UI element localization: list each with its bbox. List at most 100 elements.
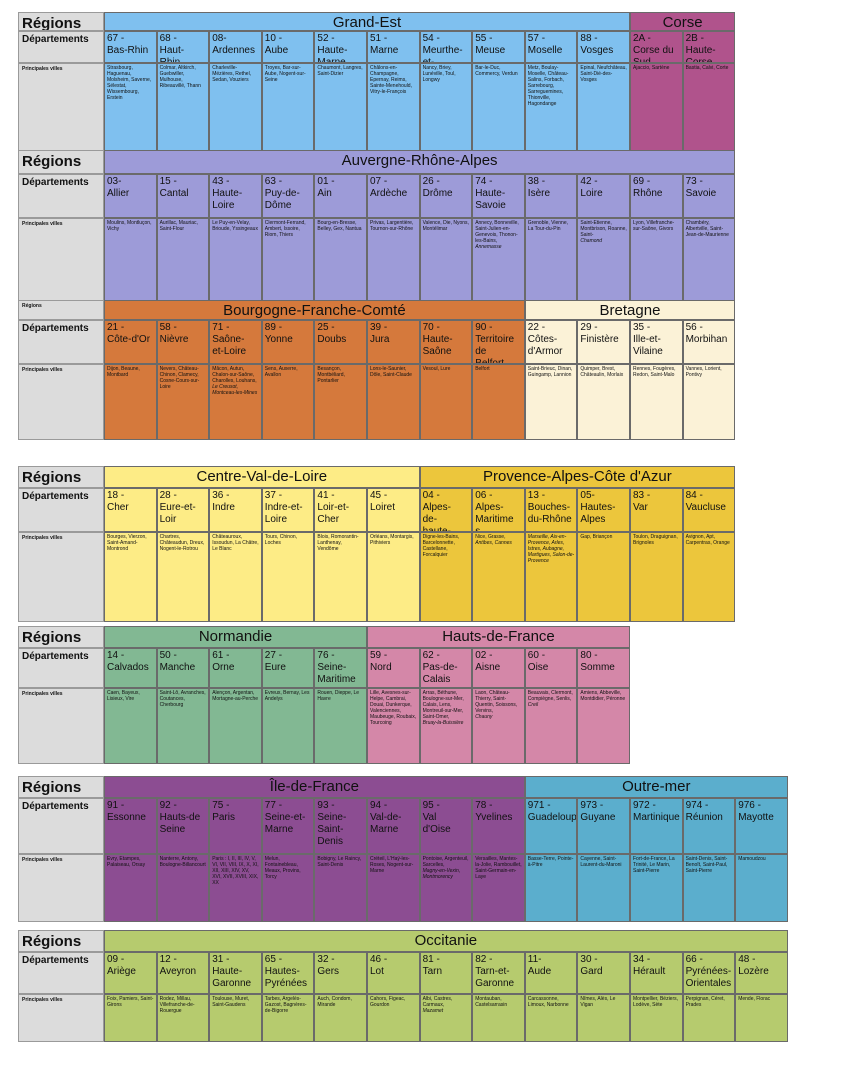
cities-cell: Caen, Bayeux, Lisieux, Vire xyxy=(104,688,157,764)
cities-cell: Cahors, Figeac, Gourdon xyxy=(367,994,420,1042)
cities-cell: Blois, Romorantin-Lanthenay, Vendôme xyxy=(314,532,367,622)
cities-cell: Tarbes, Argelès-Gazost, Bagnères-de-Bigo… xyxy=(261,994,315,1042)
city-list: Blois, Romorantin-Lanthenay, Vendôme xyxy=(317,534,359,552)
city-list: Toulouse, Muret, Saint-Gaudens xyxy=(212,996,250,1008)
city-list: Le Puy-en-Velay, Brioude, Yssingeaux xyxy=(212,220,258,232)
cities-cell: Rodez, Millau, Villefranche-de-Rouergue xyxy=(156,994,210,1042)
department-cell: 38 - Isère xyxy=(524,174,578,218)
cities-cell: Perpignan, Céret, Prades xyxy=(682,994,736,1042)
cities-cell: Digne-les-Bains, Barcelonnette, Castella… xyxy=(419,532,473,622)
city-list: Versailles, Mantes-la-Jolie, Rambouillet… xyxy=(475,856,522,880)
city-list: Fort-de-France, La Trinité, Le Marin, Sa… xyxy=(633,856,675,874)
cities-cell: Charleville-Mézières, Rethel, Sedan, Vou… xyxy=(209,63,262,163)
department-cell: 03- Allier xyxy=(104,174,157,218)
department-cell: 56 - Morbihan xyxy=(682,320,736,364)
row-label-villes: Principales villes xyxy=(18,532,104,622)
department-cell: 75 - Paris xyxy=(209,798,262,854)
department-cell: 18 - Cher xyxy=(104,488,157,532)
cities-cell: Lons-le-Saunier, Dôle, Saint-Claude xyxy=(367,364,420,440)
department-cell: 42 - Loire xyxy=(577,174,630,218)
department-cell: 65 - Hautes- Pyrénées xyxy=(261,952,315,994)
department-cell: 974 - Réunion xyxy=(682,798,736,854)
department-cell: 76 - Seine- Maritime xyxy=(314,648,367,688)
department-cell: 29 - Finistère xyxy=(577,320,630,364)
city-list: Mende, Florac xyxy=(738,996,771,1002)
cities-cell: Arras, Béthune, Boulogne-sur-Mer, Calais… xyxy=(419,688,473,764)
cities-cell: Nice, Grasse, Antibes, Cannes xyxy=(472,532,525,622)
city-list: Troyes, Bar-sur-Aube, Nogent-sur-Seine xyxy=(264,65,306,83)
department-cell: 32 - Gers xyxy=(314,952,367,994)
city-list: Toulon, Draguignan, Brignoles xyxy=(633,534,678,546)
department-cell: 07 - Ardèche xyxy=(367,174,420,218)
city-list: Bourg-en-Bresse, Belley, Gex, Nantua xyxy=(317,220,362,232)
cities-cell: Basse-Terre, Pointe-à-Pitre xyxy=(524,854,578,922)
cities-cell: Dijon, Beaune, Montbard xyxy=(104,364,157,440)
cities-cell: Mende, Florac xyxy=(735,994,788,1042)
department-cell: 12 - Aveyron xyxy=(156,952,210,994)
city-list: Bar-le-Duc, Commercy, Verdun xyxy=(475,65,518,77)
cities-cell: Strasbourg, Haguenau, Molsheim, Saverne,… xyxy=(104,63,157,163)
department-cell: 22 - Côtes- d'Armor xyxy=(524,320,578,364)
city-list: Bastia, Calvi, Corte xyxy=(685,65,729,71)
cities-cell: Sens, Auxerre, Avallon xyxy=(261,364,315,440)
city-list: Lille, Avesnes-sur-Helpe, Cambrai, Douai… xyxy=(370,690,417,726)
city-list: Mamoudzou xyxy=(738,856,766,862)
cities-cell: Belfort xyxy=(472,364,525,440)
department-cell: 57 - Moselle xyxy=(524,31,578,63)
department-cell: 52 - Haute- Marne xyxy=(314,31,367,63)
cities-cell: Saint-Denis, Saint-Benoît, Saint-Paul, S… xyxy=(682,854,736,922)
department-cell: 39 - Jura xyxy=(367,320,420,364)
region-header-grand_est: Grand-Est xyxy=(104,12,630,31)
city-list: Foix, Pamiers, Saint-Girons xyxy=(107,996,154,1008)
department-cell: 06 - Alpes- Maritime s xyxy=(472,488,525,532)
department-cell: 36 - Indre xyxy=(209,488,262,532)
cities-cell: Bobigny, Le Raincy, Saint-Denis xyxy=(314,854,367,922)
region-header-normandie: Normandie xyxy=(104,626,367,648)
city-list: Montauban, Castelsarrasin xyxy=(475,996,508,1008)
city-list-italic: Bruay-la-Buissière xyxy=(422,720,464,726)
city-list: Saint-Lô, Avranches, Coutances, Cherbour… xyxy=(159,690,206,708)
city-list: Metz, Boulay-Moselle, Château-Salins, Fo… xyxy=(527,65,569,107)
city-list: Quimper, Brest, Châteaulin, Morlaix xyxy=(580,366,624,378)
cities-cell: Cayenne, Saint-Laurent-du-Maroni xyxy=(577,854,630,922)
department-cell: 92 - Hauts-de Seine xyxy=(156,798,210,854)
row-label-departements: Départements xyxy=(18,31,104,63)
department-cell: 62 - Pas-de- Calais xyxy=(419,648,473,688)
region-header-aura: Auvergne-Rhône-Alpes xyxy=(104,150,736,174)
cities-cell: Albi, Castres, Carmaux, Mazamet xyxy=(419,994,473,1042)
department-cell: 10 - Aube xyxy=(261,31,315,63)
city-list: Evreux, Bernay, Les Andelys xyxy=(264,690,310,702)
cities-cell: Créteil, L'Haÿ-les-Roses, Nogent-sur-Mar… xyxy=(367,854,420,922)
cities-cell: Alençon, Argentan, Mortagne-au-Perche xyxy=(209,688,262,764)
region-header-hdf: Hauts-de-France xyxy=(367,626,630,648)
row-label-regions: Régions xyxy=(18,930,104,952)
city-list: Gap, Briançon xyxy=(580,534,613,540)
cities-cell: Melun, Fontainebleau, Meaux, Provins, To… xyxy=(261,854,315,922)
city-list: Melun, Fontainebleau, Meaux, Provins, To… xyxy=(264,856,301,880)
city-list: Chartres, Châteaudun, Dreux, Nogent-le-R… xyxy=(159,534,205,552)
city-list: Nice, Grasse, xyxy=(475,534,506,540)
city-list: Belfort xyxy=(475,366,490,372)
city-list: Châlons-en-Champagne, Epernay, Reims, Sa… xyxy=(370,65,412,95)
cities-cell: Nevers, Château-Chinon, Clamecy, Cosne-C… xyxy=(156,364,210,440)
department-cell: 73 - Savoie xyxy=(682,174,736,218)
department-cell: 80 - Somme xyxy=(577,648,630,688)
row-label-villes: Principales villes xyxy=(18,688,104,764)
cities-cell: Chaumont, Langres, Saint-Dizier xyxy=(314,63,367,163)
city-list: Lons-le-Saunier, Dôle, Saint-Claude xyxy=(370,366,412,378)
department-cell: 48 - Lozère xyxy=(735,952,788,994)
city-list: Rodez, Millau, Villefranche-de-Rouergue xyxy=(159,996,195,1014)
city-list-italic: Marseille, Aix-en-Provence, Arles, Istre… xyxy=(527,534,575,564)
city-list-italic: Annemasse xyxy=(475,244,502,250)
cities-cell: Toulon, Draguignan, Brignoles xyxy=(630,532,683,622)
city-list-italic: Chamond xyxy=(580,238,603,244)
department-cell: 05- Hautes- Alpes xyxy=(577,488,630,532)
city-list: Ajaccio, Sartène xyxy=(633,65,670,71)
cities-cell: Mamoudzou xyxy=(735,854,788,922)
region-header-outremer: Outre-mer xyxy=(524,776,788,798)
city-list: Chaumont, Langres, Saint-Dizier xyxy=(317,65,363,77)
city-list: Auch, Condom, Mirande xyxy=(317,996,352,1008)
region-header-bretagne: Bretagne xyxy=(524,300,736,320)
department-cell: 54 - Meurthe- et- Moselle xyxy=(419,31,473,63)
city-list: Bobigny, Le Raincy, Saint-Denis xyxy=(317,856,362,868)
